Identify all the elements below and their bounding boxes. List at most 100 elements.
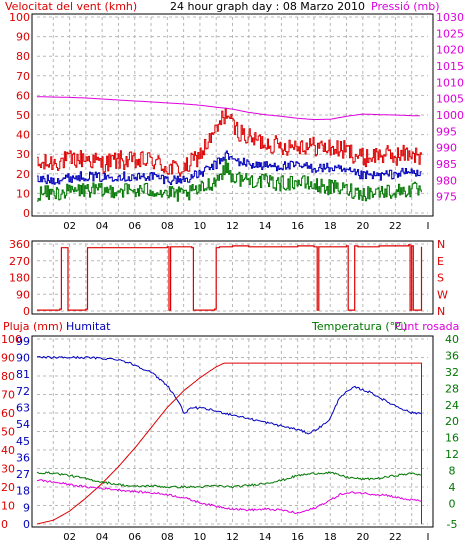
wind-tick-label: 40	[16, 129, 30, 142]
temperature-tick-label: 12	[445, 448, 459, 461]
hour-tick-label: 02	[63, 221, 76, 232]
pressure-tick-label: 990	[436, 142, 457, 155]
pressure-tick-label: 985	[436, 158, 457, 171]
hour-tick-label: 22	[389, 221, 402, 232]
direction-tick-label: 180	[9, 272, 30, 285]
wind-direction-line	[37, 244, 423, 311]
humidity-line	[37, 355, 422, 435]
direction-tick-label: 0	[23, 305, 30, 318]
compass-label: E	[437, 255, 444, 268]
pressure-axis-label: Pressió (mb)	[371, 0, 440, 13]
hour-tick-label: 06	[128, 532, 141, 543]
humidity-tick-label: 18	[16, 485, 30, 498]
temperature-tick-label: 4	[449, 481, 456, 494]
hour-tick-label: I	[427, 532, 430, 543]
temperature-line	[36, 471, 422, 489]
hour-tick-label: 10	[194, 532, 207, 543]
temperature-tick-label: 0	[449, 497, 456, 510]
wind-tick-label: 0	[23, 207, 30, 220]
rain-tick-label: 0	[1, 518, 8, 531]
pressure-tick-label: 1015	[436, 60, 464, 73]
hour-tick-label: 06	[128, 221, 141, 232]
hour-tick-label: 20	[356, 221, 369, 232]
humidity-tick-label: 36	[16, 451, 30, 464]
pressure-line	[37, 96, 420, 121]
hour-tick-label: 16	[291, 221, 304, 232]
pressure-tick-label: 1020	[436, 44, 464, 57]
pressure-tick-label: 1005	[436, 93, 464, 106]
wind-tick-label: 90	[16, 31, 30, 44]
p2-frame	[31, 240, 434, 315]
rain-axis-label: Pluja (mm)	[3, 320, 63, 333]
rain-tick-label: 50	[1, 426, 15, 439]
pressure-tick-label: 995	[436, 125, 457, 138]
hour-tick-label: 04	[96, 532, 109, 543]
hour-tick-label: 14	[259, 532, 272, 543]
wind-axis-label: Velocitat del vent (kmh)	[5, 0, 137, 13]
wind-tick-label: 70	[16, 70, 30, 83]
hour-tick-label: I	[427, 221, 430, 232]
hour-tick-label: 18	[324, 221, 337, 232]
humidity-axis-label: Humitat	[66, 320, 111, 333]
wind-tick-label: 100	[9, 11, 30, 24]
humidity-tick-label: 0	[23, 518, 30, 531]
rain-tick-label: 70	[1, 389, 15, 402]
humidity-tick-label: 63	[16, 401, 30, 414]
hour-tick-label: 16	[291, 532, 304, 543]
humidity-tick-label: 90	[16, 352, 30, 365]
rain-humidity-temp-panel: 0102030405060708090100091827364554637281…	[1, 333, 459, 543]
wind-tick-label: 50	[16, 109, 30, 122]
pressure-tick-label: 975	[436, 191, 457, 204]
pressure-tick-label: 1010	[436, 76, 464, 89]
compass-label: N	[437, 305, 445, 318]
rain-tick-label: 20	[1, 481, 15, 494]
temperature-tick-label: 36	[445, 349, 459, 362]
rain-tick-label: 60	[1, 407, 15, 420]
hour-tick-label: 02	[63, 532, 76, 543]
dewpoint-line	[36, 479, 422, 515]
humidity-tick-label: 45	[16, 435, 30, 448]
p3-frame	[31, 335, 434, 528]
direction-tick-label: 360	[9, 238, 30, 251]
hour-tick-label: 08	[161, 221, 174, 232]
pressure-tick-label: 1030	[436, 11, 464, 24]
wind-tick-label: 10	[16, 187, 30, 200]
p1-frame	[31, 13, 434, 217]
rain-line	[36, 362, 422, 525]
pressure-tick-label: 980	[436, 174, 457, 187]
wind-tick-label: 20	[16, 168, 30, 181]
hour-tick-label: 22	[389, 532, 402, 543]
humidity-tick-label: 9	[23, 501, 30, 514]
rain-tick-label: 30	[1, 463, 15, 476]
humidity-tick-label: 81	[16, 368, 30, 381]
wind-pressure-panel: 0102030405060708090100975980985990995100…	[9, 11, 464, 232]
pressure-tick-label: 1000	[436, 109, 464, 122]
hour-tick-label: 20	[356, 532, 369, 543]
pressure-tick-label: 1025	[436, 27, 464, 40]
wind-tick-label: 60	[16, 89, 30, 102]
humidity-tick-label: 27	[16, 468, 30, 481]
wind-speed-line	[37, 159, 422, 202]
rain-tick-label: 90	[1, 352, 15, 365]
direction-tick-label: 90	[16, 288, 30, 301]
compass-label: W	[437, 288, 448, 301]
temperature-tick-label: 32	[445, 366, 459, 379]
compass-label: S	[437, 272, 444, 285]
temperature-tick-label: 20	[445, 415, 459, 428]
temperature-tick-label: 8	[449, 465, 456, 478]
hour-tick-label: 08	[161, 532, 174, 543]
hour-tick-label: 12	[226, 532, 239, 543]
hour-tick-label: 14	[259, 221, 272, 232]
humidity-tick-label: 54	[16, 418, 30, 431]
dewpoint-label: Punt rosada	[394, 320, 459, 333]
rain-tick-label: 10	[1, 500, 15, 513]
rain-tick-label: 100	[1, 333, 22, 346]
temperature-axis-label: Temperatura (°C)	[311, 320, 407, 333]
temperature-tick-label: 16	[445, 432, 459, 445]
wind-average-line	[37, 150, 422, 185]
rain-tick-label: 80	[1, 370, 15, 383]
wind-tick-label: 80	[16, 50, 30, 63]
wind-gust-line	[37, 107, 422, 177]
